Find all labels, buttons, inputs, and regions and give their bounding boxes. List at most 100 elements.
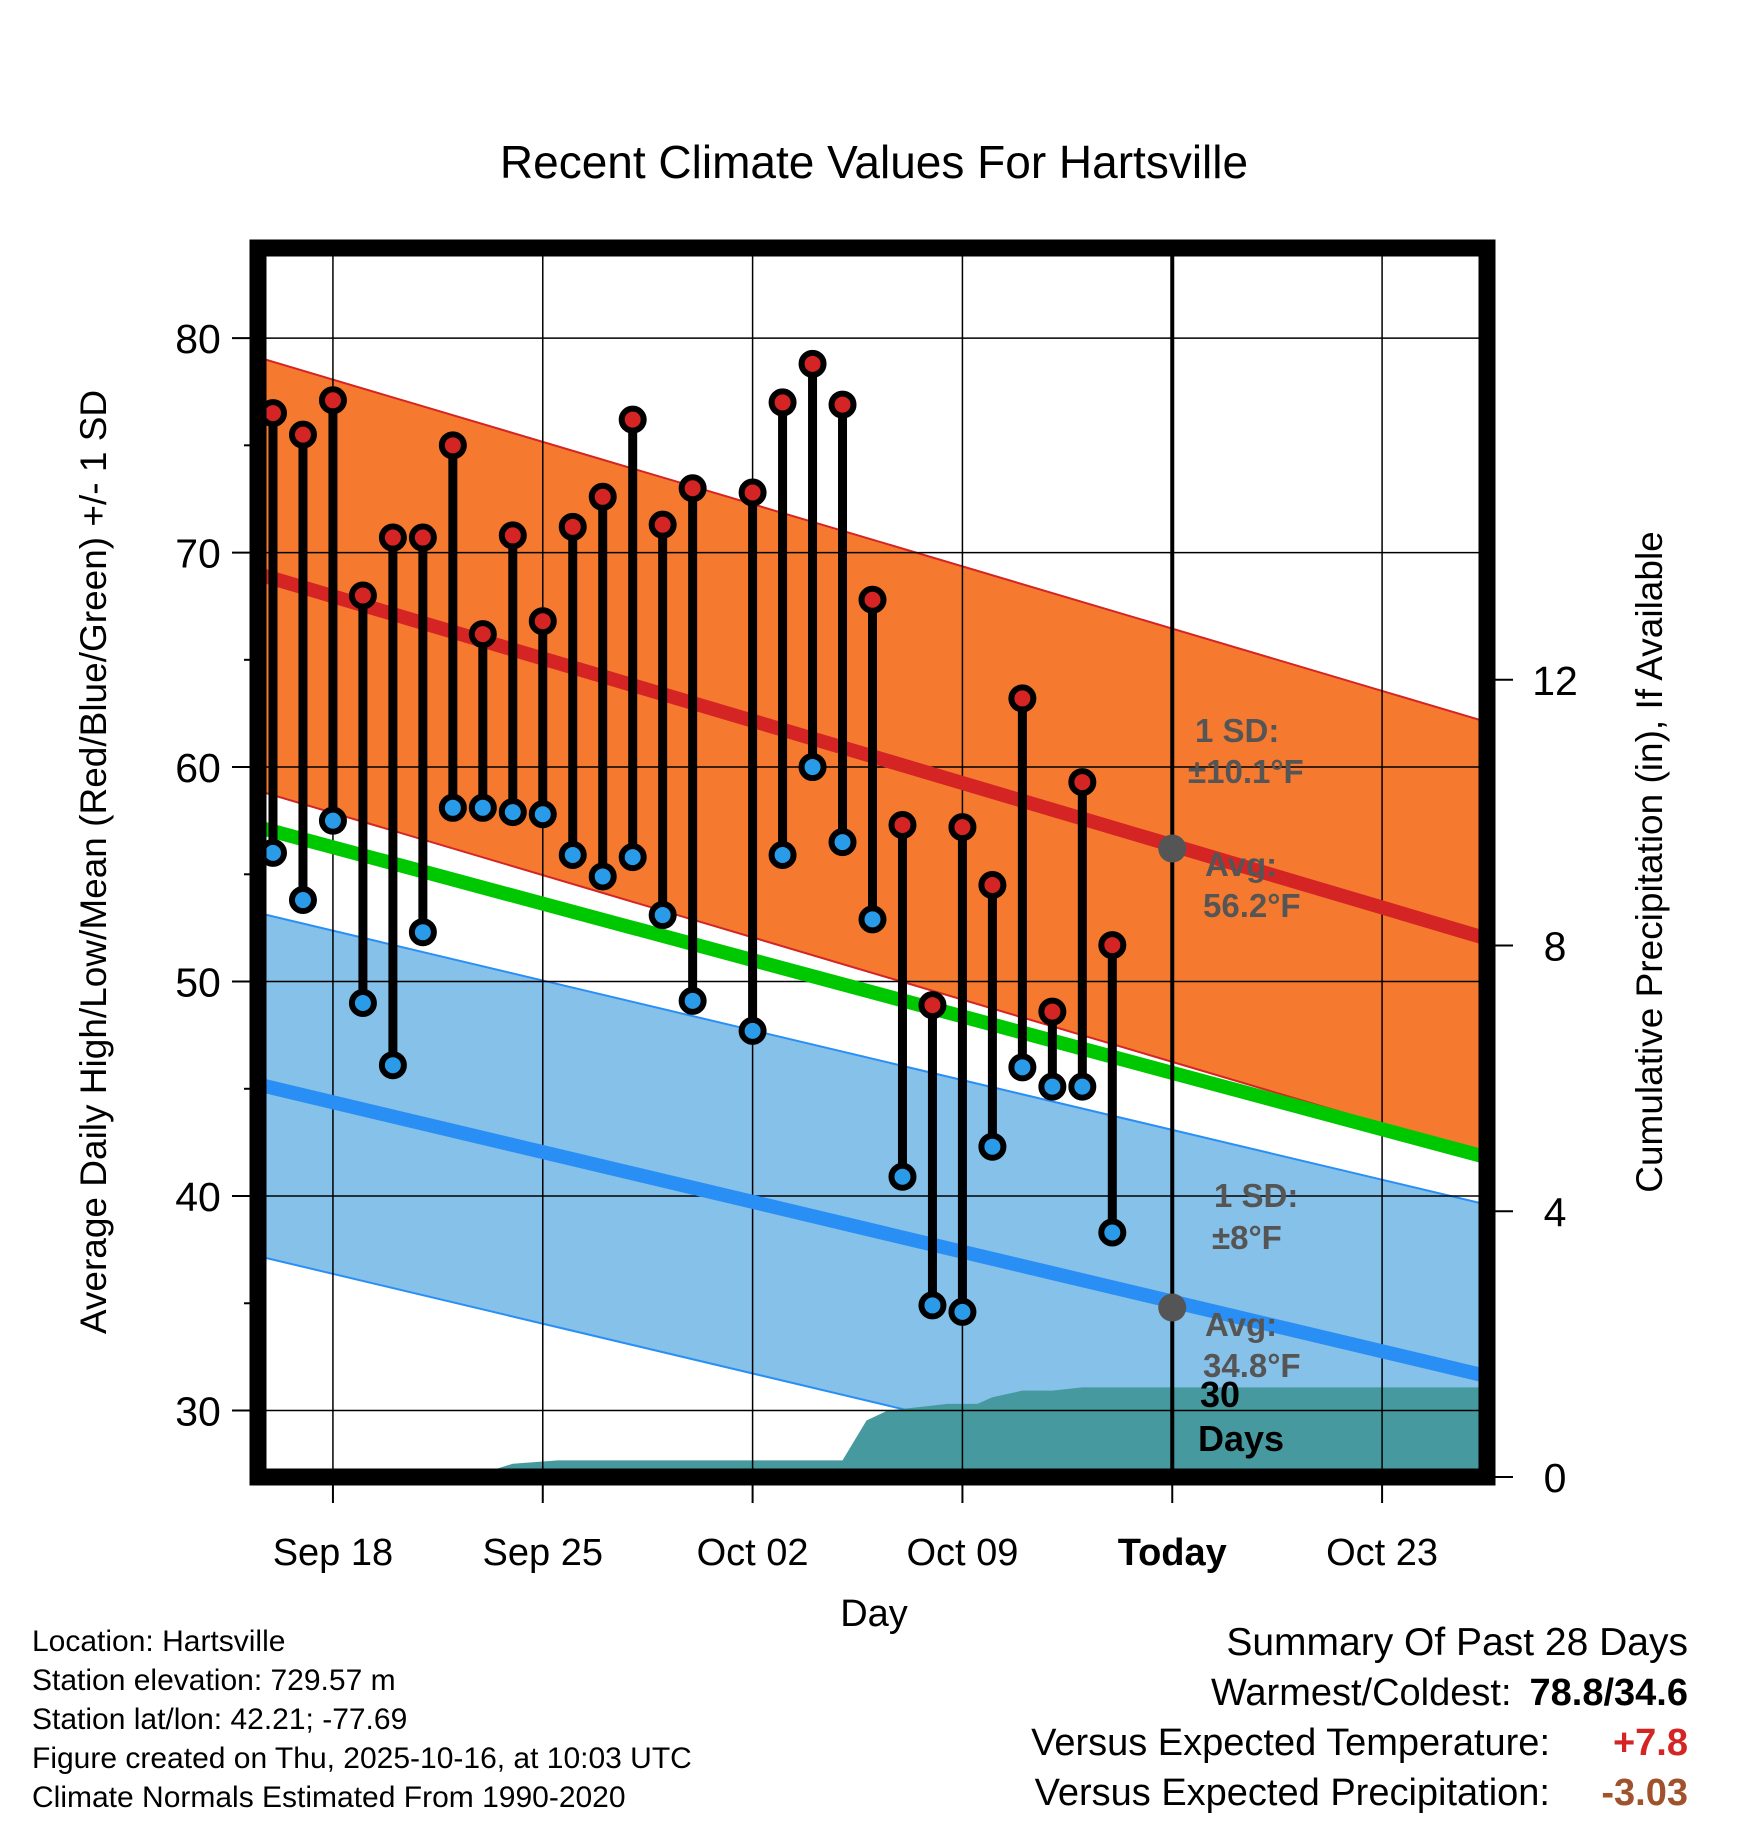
mean-normal-line bbox=[258, 820, 1487, 1165]
warmest-value: 78.8/34.6 bbox=[1529, 1672, 1688, 1714]
high-point bbox=[1068, 768, 1097, 797]
y-tick-label: 60 bbox=[175, 745, 221, 791]
x-axis-label: Day bbox=[840, 1593, 908, 1635]
plot-frame bbox=[249, 239, 1496, 1486]
high-point bbox=[1098, 931, 1127, 960]
low-point bbox=[288, 886, 317, 915]
latlon-text: Station lat/lon: 42.21; -77.69 bbox=[32, 1703, 408, 1736]
low-sd-band bbox=[258, 911, 1487, 1477]
high-point bbox=[888, 810, 917, 839]
high-point bbox=[378, 523, 407, 552]
low-point bbox=[528, 800, 557, 829]
high-point bbox=[768, 388, 797, 417]
x-tick-label: Oct 23 bbox=[1326, 1532, 1438, 1574]
high-point bbox=[798, 349, 827, 378]
low-point bbox=[588, 862, 617, 891]
y-tick-label: 80 bbox=[175, 316, 221, 362]
low-point bbox=[498, 798, 527, 827]
high-point bbox=[588, 482, 617, 511]
precip-value: -3.03 bbox=[1601, 1772, 1688, 1814]
elevation-text: Station elevation: 729.57 m bbox=[32, 1664, 396, 1697]
days-count: 30 bbox=[1200, 1374, 1240, 1415]
high-point bbox=[438, 431, 467, 460]
low-sd-title: 1 SD: bbox=[1214, 1177, 1298, 1214]
low-point bbox=[858, 905, 887, 934]
high-point bbox=[948, 813, 977, 842]
low-point bbox=[648, 901, 677, 930]
high-point bbox=[558, 512, 587, 541]
low-point bbox=[1068, 1072, 1097, 1101]
low-sd-value: ±8°F bbox=[1212, 1219, 1282, 1256]
warmest-label: Warmest/Coldest: bbox=[1210, 1672, 1512, 1714]
y-tick-label: 40 bbox=[175, 1174, 221, 1220]
low-point bbox=[1098, 1218, 1127, 1247]
x-tick-label: Sep 25 bbox=[483, 1532, 603, 1574]
high-point bbox=[678, 474, 707, 503]
station-info: Location: Hartsville Station elevation: … bbox=[32, 1622, 692, 1817]
x-tick-label: Oct 02 bbox=[697, 1532, 809, 1574]
today-low-avg-dot bbox=[1158, 1293, 1187, 1322]
high-point bbox=[288, 420, 317, 449]
summary-warmest-row: Warmest/Coldest: 78.8/34.6 bbox=[1031, 1668, 1688, 1718]
low-point bbox=[378, 1051, 407, 1080]
summary-precip-row: Versus Expected Precipitation: -3.03 bbox=[1031, 1768, 1688, 1818]
y-tick-label: 50 bbox=[175, 960, 221, 1006]
low-avg-title: Avg: bbox=[1205, 1306, 1277, 1343]
low-point bbox=[408, 918, 437, 947]
high-sd-value: ±10.1°F bbox=[1188, 753, 1304, 790]
low-point bbox=[438, 793, 467, 822]
low-point bbox=[348, 988, 377, 1017]
low-point bbox=[948, 1297, 977, 1326]
y-axis-label: Average Daily High/Low/Mean (Red/Blue/Gr… bbox=[73, 390, 114, 1334]
summary-temp-row: Versus Expected Temperature: +7.8 bbox=[1031, 1718, 1688, 1768]
high-point bbox=[528, 607, 557, 636]
low-normal-line bbox=[258, 1077, 1487, 1384]
normals-text: Climate Normals Estimated From 1990-2020 bbox=[32, 1781, 626, 1814]
high-point bbox=[1008, 684, 1037, 713]
summary-panel: Summary Of Past 28 Days Warmest/Coldest:… bbox=[1031, 1618, 1688, 1818]
days-word: Days bbox=[1198, 1418, 1284, 1459]
y2-tick-label: 12 bbox=[1532, 658, 1578, 704]
x-tick-label: Today bbox=[1118, 1532, 1227, 1574]
low-point bbox=[678, 986, 707, 1015]
temp-label: Versus Expected Temperature: bbox=[1031, 1722, 1550, 1764]
low-point bbox=[828, 828, 857, 857]
x-tick-label: Oct 09 bbox=[906, 1532, 1018, 1574]
low-point bbox=[738, 1016, 767, 1045]
high-point bbox=[648, 510, 677, 539]
low-point bbox=[1038, 1072, 1067, 1101]
low-point bbox=[768, 840, 797, 869]
low-point bbox=[618, 843, 647, 872]
high-avg-title: Avg: bbox=[1205, 846, 1277, 883]
low-point bbox=[468, 793, 497, 822]
high-point bbox=[318, 386, 347, 415]
high-point bbox=[498, 521, 527, 550]
low-point bbox=[978, 1132, 1007, 1161]
high-point bbox=[918, 991, 947, 1020]
low-point bbox=[558, 840, 587, 869]
created-text: Figure created on Thu, 2025-10-16, at 10… bbox=[32, 1742, 692, 1775]
precip-label: Versus Expected Precipitation: bbox=[1034, 1772, 1550, 1814]
high-point bbox=[348, 581, 377, 610]
today-high-avg-dot bbox=[1158, 834, 1187, 863]
precip-area bbox=[258, 1387, 1487, 1477]
location-text: Location: Hartsville bbox=[32, 1625, 286, 1658]
low-point bbox=[888, 1162, 917, 1191]
high-point bbox=[978, 871, 1007, 900]
y2-tick-label: 4 bbox=[1544, 1189, 1567, 1235]
high-point bbox=[468, 620, 497, 649]
x-tick-label: Sep 18 bbox=[273, 1532, 393, 1574]
high-point bbox=[858, 585, 887, 614]
high-point bbox=[408, 523, 437, 552]
high-sd-title: 1 SD: bbox=[1195, 712, 1279, 749]
low-point bbox=[318, 806, 347, 835]
y2-axis-label: Cumulative Precipitation (in), If Availa… bbox=[1629, 531, 1670, 1193]
y-tick-label: 30 bbox=[175, 1389, 221, 1435]
summary-heading: Summary Of Past 28 Days bbox=[1226, 1621, 1688, 1664]
plot-area bbox=[258, 248, 1487, 1477]
low-point bbox=[918, 1291, 947, 1320]
y-tick-label: 70 bbox=[175, 531, 221, 577]
high-point bbox=[738, 478, 767, 507]
low-point bbox=[798, 753, 827, 782]
